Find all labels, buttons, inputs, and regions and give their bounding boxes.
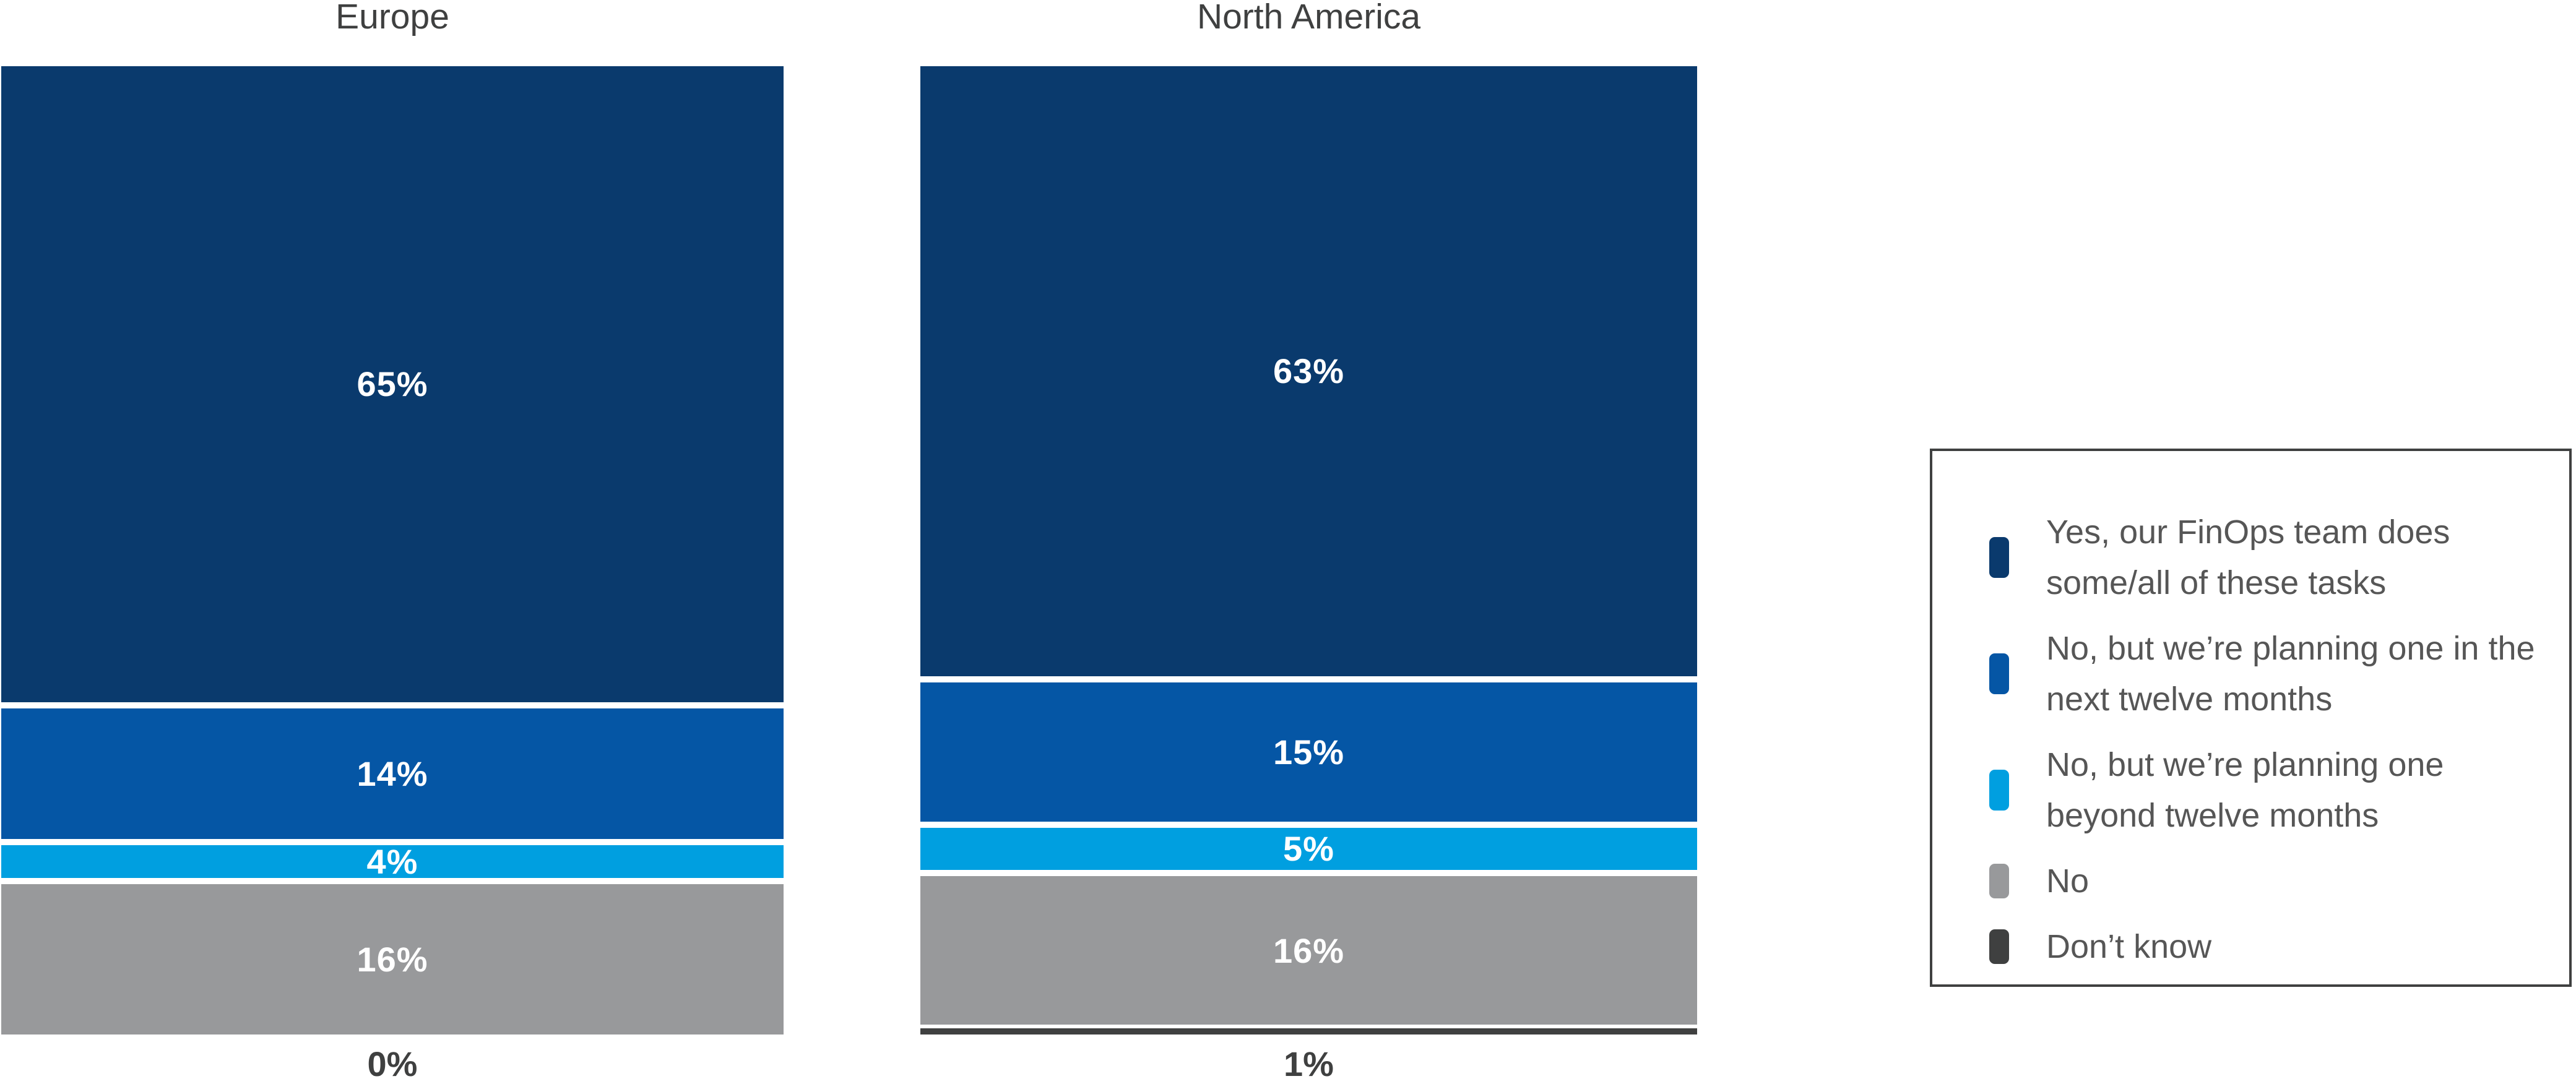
legend-swatch	[1989, 537, 2009, 578]
bar-value-label: 5%	[1283, 829, 1334, 869]
legend-swatch	[1989, 653, 2009, 694]
bar-value-label: 15%	[1273, 732, 1345, 772]
bar-value-label: 16%	[1273, 931, 1345, 970]
bar-segment: 4%	[1, 838, 784, 879]
legend-item-label: Yes, our FinOps team does some/all of th…	[2046, 514, 2450, 601]
bar-value-label: 16%	[357, 940, 428, 979]
bar-segment: 16%	[920, 869, 1697, 1025]
column-north-america: North America 63% 15% 5% 16% 1%	[920, 0, 1697, 1084]
legend: Yes, our FinOps team does some/all of th…	[1930, 449, 2572, 987]
legend-item: Don’t know	[1989, 921, 2563, 972]
bar-stack-north-america: 63% 15% 5% 16%	[920, 66, 1697, 1035]
bar-value-label: 4%	[366, 841, 418, 879]
legend-item: Yes, our FinOps team does some/all of th…	[1989, 507, 2563, 608]
bar-value-label: 63%	[1273, 351, 1345, 391]
bar-segment: 63%	[920, 66, 1697, 676]
bar-value-label: 14%	[357, 754, 428, 793]
legend-item-label: Don’t know	[2046, 928, 2212, 965]
column-title-north-america: North America	[1196, 0, 1421, 37]
legend-item: No, but we’re planning one in the next t…	[1989, 623, 2563, 725]
bar-segment: 65%	[1, 66, 784, 702]
legend-item: No, but we’re planning one beyond twelve…	[1989, 739, 2563, 841]
below-bar-label-north-america: 1%	[1284, 1044, 1334, 1083]
bar-segment: 5%	[920, 821, 1697, 870]
bar-stack-europe: 65% 14% 4% 16%	[1, 66, 784, 1035]
bar-segment: 16%	[1, 878, 784, 1035]
legend-item-label: No, but we’re planning one beyond twelve…	[2046, 746, 2444, 834]
legend-swatch	[1989, 864, 2009, 898]
legend-swatch	[1989, 770, 2009, 811]
column-title-europe: Europe	[335, 0, 449, 37]
bar-segment: 15%	[920, 676, 1697, 822]
legend-item-label: No, but we’re planning one in the next t…	[2046, 630, 2535, 718]
bar-segment	[920, 1025, 1697, 1035]
column-europe: Europe 65% 14% 4% 16% 0%	[1, 0, 784, 1084]
bar-value-label: 65%	[357, 364, 428, 404]
bar-segment: 14%	[1, 702, 784, 839]
below-bar-label-europe: 0%	[367, 1044, 418, 1083]
legend-swatch	[1989, 929, 2009, 964]
legend-item-label: No	[2046, 862, 2090, 900]
legend-item: No	[1989, 856, 2563, 906]
